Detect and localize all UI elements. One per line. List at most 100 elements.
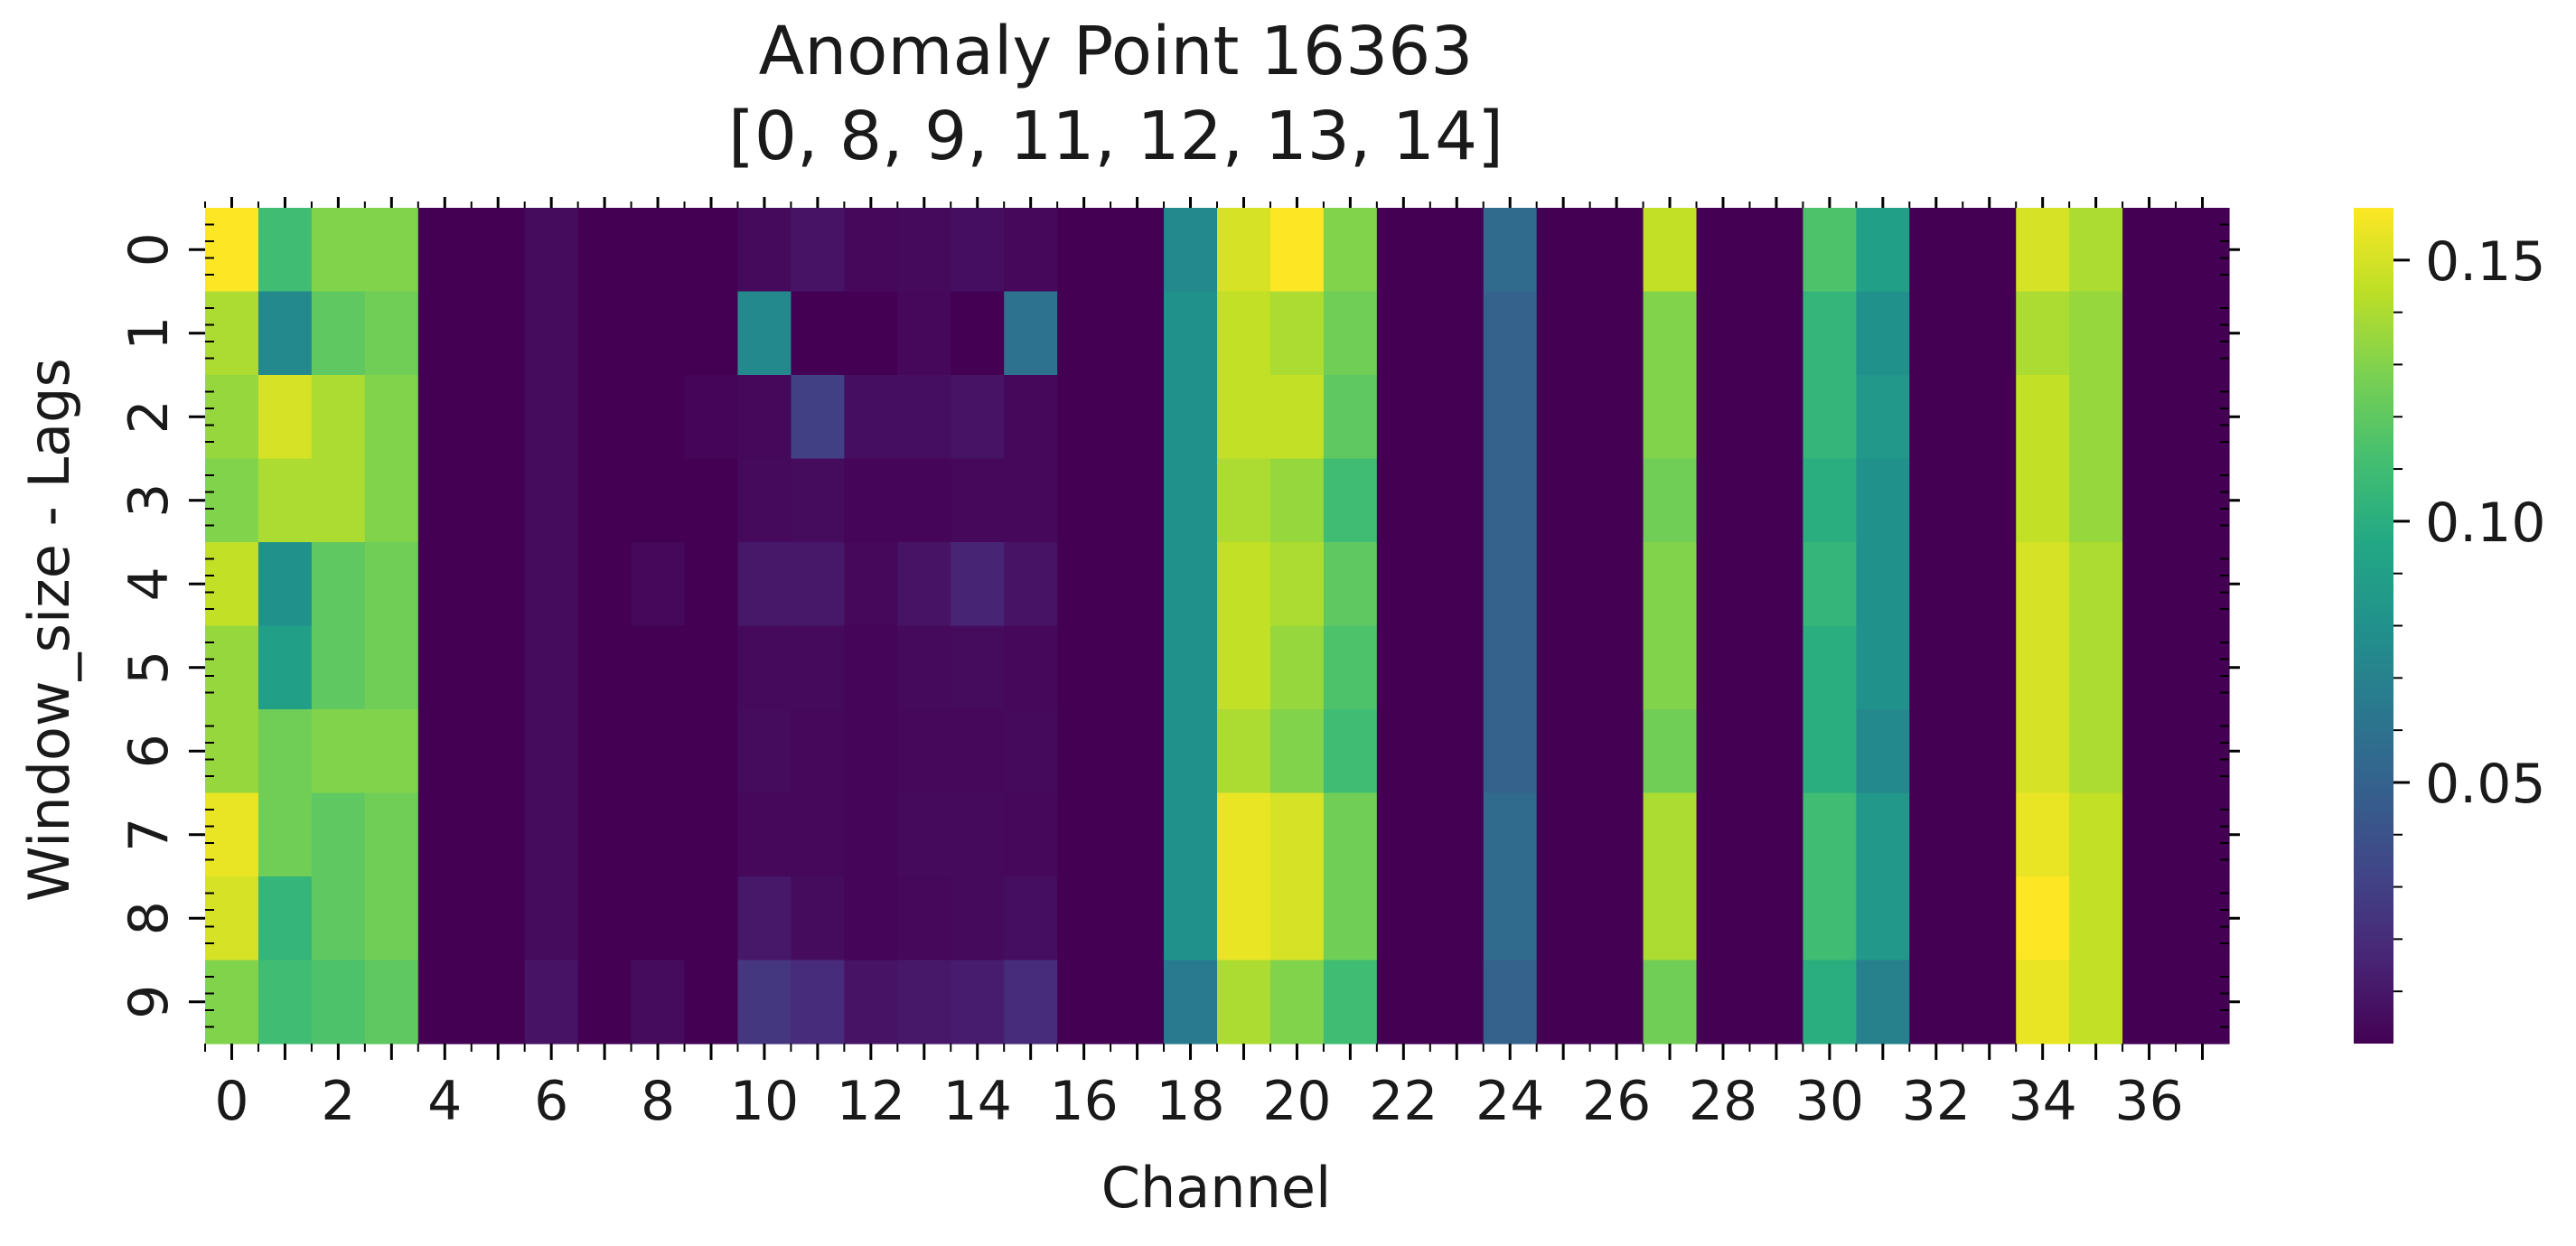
heatmap-cell bbox=[631, 375, 686, 460]
heatmap-cell bbox=[1323, 625, 1378, 710]
heatmap-cell bbox=[577, 208, 632, 293]
heatmap-cell bbox=[364, 208, 419, 293]
heatmap-cell bbox=[737, 625, 792, 710]
heatmap-cell bbox=[1749, 291, 1804, 376]
heatmap-cell bbox=[844, 542, 898, 627]
heatmap-cell bbox=[897, 375, 951, 460]
heatmap-cell bbox=[1483, 792, 1538, 877]
heatmap-cell bbox=[1589, 375, 1644, 460]
heatmap-cell bbox=[951, 625, 1005, 710]
heatmap-cell bbox=[2176, 792, 2230, 877]
heatmap-cell bbox=[524, 291, 579, 376]
heatmap-cell bbox=[417, 876, 473, 961]
heatmap-cell bbox=[2016, 208, 2070, 293]
heatmap-cell bbox=[1962, 375, 2017, 460]
heatmap-cell bbox=[1536, 375, 1591, 460]
heatmap-cell bbox=[1004, 291, 1058, 376]
heatmap-cell bbox=[844, 375, 898, 460]
heatmap-cell bbox=[1323, 876, 1378, 961]
heatmap-cell bbox=[1856, 960, 1910, 1045]
x-tick-label: 12 bbox=[837, 1070, 905, 1133]
heatmap-cell bbox=[1536, 960, 1591, 1045]
y-axis-label: Window_size - Lags bbox=[16, 358, 82, 902]
heatmap-cell bbox=[417, 458, 473, 543]
heatmap-cell bbox=[205, 876, 259, 961]
heatmap-cell bbox=[844, 208, 898, 293]
heatmap-cell bbox=[1269, 458, 1325, 543]
y-tick-label: 7 bbox=[117, 818, 181, 852]
colorbar bbox=[2354, 208, 2393, 1044]
heatmap-cell bbox=[1643, 709, 1698, 794]
heatmap-cell bbox=[1643, 792, 1698, 877]
heatmap-cell bbox=[1429, 208, 1485, 293]
x-tick-label: 34 bbox=[2009, 1070, 2077, 1133]
heatmap-cell bbox=[1217, 208, 1271, 293]
heatmap-cell bbox=[1803, 542, 1857, 627]
heatmap-cell bbox=[417, 542, 473, 627]
heatmap-cell bbox=[1856, 375, 1910, 460]
heatmap-cell bbox=[897, 458, 951, 543]
heatmap-cell bbox=[1803, 458, 1857, 543]
heatmap-cell bbox=[1110, 375, 1165, 460]
heatmap-cell bbox=[1376, 542, 1431, 627]
y-tick-label: 0 bbox=[117, 232, 181, 267]
heatmap-cell bbox=[417, 291, 473, 376]
heatmap-cell bbox=[2122, 876, 2177, 961]
heatmap-cell bbox=[951, 876, 1005, 961]
heatmap-cell bbox=[1269, 542, 1325, 627]
heatmap-cell bbox=[471, 709, 526, 794]
heatmap-cell bbox=[1643, 375, 1698, 460]
heatmap-cell bbox=[2176, 876, 2230, 961]
heatmap-cell bbox=[1909, 458, 1963, 543]
heatmap-cell bbox=[1803, 291, 1857, 376]
heatmap-cell bbox=[2069, 542, 2123, 627]
heatmap-cell bbox=[897, 625, 951, 710]
colorbar-tick-label: 0.05 bbox=[2425, 753, 2546, 816]
heatmap-cell bbox=[791, 960, 845, 1045]
heatmap-cell bbox=[364, 375, 419, 460]
heatmap-cell bbox=[1217, 458, 1271, 543]
y-axis-ticks: 0 1 2 3 4 5 6 7 8 9 bbox=[117, 223, 2240, 1028]
heatmap-cell bbox=[1217, 709, 1271, 794]
heatmap-cell bbox=[1004, 458, 1058, 543]
heatmap-cell bbox=[684, 208, 739, 293]
heatmap-cell bbox=[1217, 375, 1271, 460]
heatmap-cell bbox=[2016, 792, 2070, 877]
heatmap-cell bbox=[1429, 625, 1485, 710]
heatmap-cell bbox=[951, 375, 1005, 460]
heatmap-cell bbox=[1589, 458, 1644, 543]
heatmap-cell bbox=[737, 792, 792, 877]
y-tick-label: 8 bbox=[117, 901, 181, 935]
heatmap-cell bbox=[1909, 208, 1963, 293]
heatmap-cell bbox=[205, 458, 259, 543]
heatmap-cell bbox=[524, 208, 579, 293]
heatmap-cell bbox=[417, 960, 473, 1045]
heatmap-cell bbox=[1749, 542, 1804, 627]
heatmap-cell bbox=[258, 458, 313, 543]
x-tick-label: 32 bbox=[1902, 1070, 1971, 1133]
heatmap-cell bbox=[471, 375, 526, 460]
heatmap-cell bbox=[364, 291, 419, 376]
heatmap-cell bbox=[791, 792, 845, 877]
heatmap-cell bbox=[1057, 960, 1111, 1045]
heatmap-cell bbox=[791, 709, 845, 794]
heatmap-cell bbox=[844, 625, 898, 710]
heatmap-cell bbox=[1004, 542, 1058, 627]
heatmap-cell bbox=[471, 625, 526, 710]
heatmap-cell bbox=[311, 542, 366, 627]
heatmap-cell bbox=[1429, 709, 1485, 794]
heatmap-cell bbox=[1004, 960, 1058, 1045]
heatmap-cell bbox=[1323, 792, 1378, 877]
heatmap-cell bbox=[2016, 542, 2070, 627]
heatmap-cell bbox=[577, 458, 632, 543]
heatmap-cell bbox=[364, 709, 419, 794]
heatmap-cell bbox=[1536, 291, 1591, 376]
heatmap-cell bbox=[1164, 792, 1218, 877]
heatmap-cell bbox=[1643, 960, 1698, 1045]
heatmap-cell bbox=[1962, 960, 2017, 1045]
heatmap-cell bbox=[791, 291, 845, 376]
heatmap-cell bbox=[1643, 458, 1698, 543]
heatmap-cell bbox=[1483, 458, 1538, 543]
heatmap-cell bbox=[791, 208, 845, 293]
heatmap-cell bbox=[791, 458, 845, 543]
